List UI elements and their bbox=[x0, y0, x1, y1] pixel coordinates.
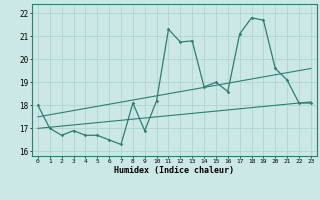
X-axis label: Humidex (Indice chaleur): Humidex (Indice chaleur) bbox=[115, 166, 234, 175]
